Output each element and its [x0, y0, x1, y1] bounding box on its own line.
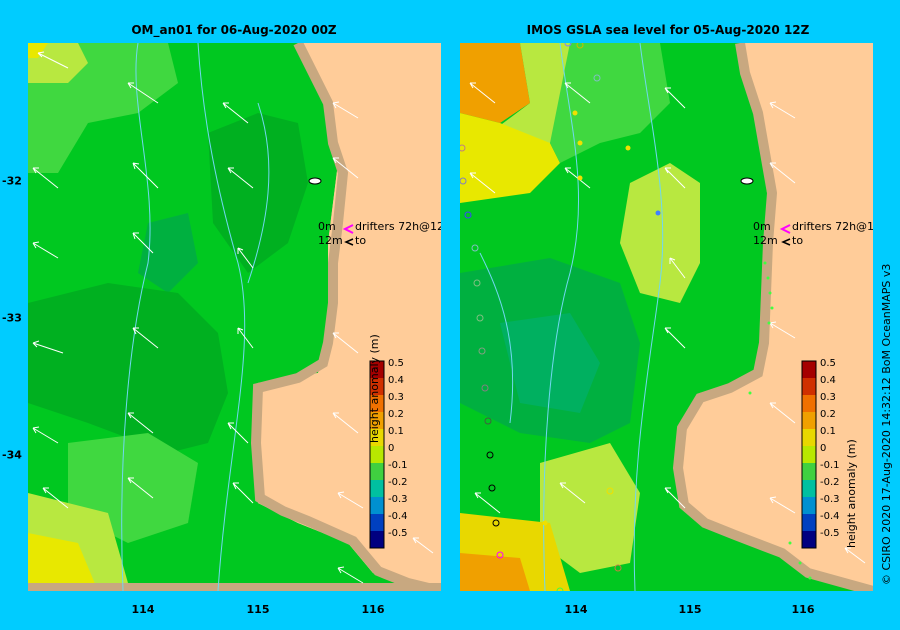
lon-label-115-right: 115: [678, 603, 702, 616]
drifter-legend-to: to: [355, 234, 367, 247]
island: [740, 177, 754, 185]
ocean-base: [460, 43, 873, 591]
left-map: 0m drifters 72h@12h 12m to 0.50.40.30.20…: [28, 43, 441, 591]
colorbar-ticks: 0.5 0.4 0.3 0.2 0.1 0 -0.1 -0.2 -0.3 -0.4 -0.5: [388, 358, 408, 539]
contour-patch: [208, 113, 308, 273]
bottom-strip: [28, 583, 441, 591]
right-map: 0m drifters 72h@12h 12m to 0.50.40.30.20…: [460, 43, 873, 591]
right-map-svg: [460, 43, 873, 591]
drifter-legend-mark: [779, 224, 791, 234]
drifter-legend-12m: 12m: [753, 234, 778, 247]
drifter-legend-mark: [781, 238, 791, 246]
contour-line: [197, 43, 246, 591]
contour-patch: [620, 163, 700, 303]
contour-patch: [28, 283, 228, 453]
contour-patch: [460, 113, 560, 203]
lon-label-116-left: 116: [361, 603, 385, 616]
contour-line: [121, 43, 151, 591]
lon-label-114-left: 114: [131, 603, 155, 616]
drifter-legend-to: to: [792, 234, 804, 247]
lon-label-116-right: 116: [791, 603, 815, 616]
left-panel-title: OM_an01 for 06-Aug-2020 00Z: [131, 23, 337, 37]
lat-label-32: -32: [2, 174, 22, 188]
drifter-legend-mark: [342, 224, 354, 234]
coastal-dots: [748, 261, 812, 580]
contour-patch: [28, 533, 98, 591]
colorbar-label: height anomaly (m): [845, 439, 858, 548]
drifter-legend-0m: 0m: [753, 220, 771, 233]
contour-patch: [460, 43, 530, 123]
lat-label-33: -33: [2, 311, 22, 325]
lat-label-34: -34: [2, 448, 22, 462]
colorbar-ticks: 0.5 0.4 0.3 0.2 0.1 0 -0.1 -0.2 -0.3 -0.4 -0.5: [820, 358, 840, 539]
land: [675, 43, 873, 591]
colorbar: [369, 360, 385, 549]
left-map-svg: [28, 43, 441, 591]
contour-patch: [550, 43, 670, 163]
colorbar-label: height anomaly (m): [368, 334, 381, 443]
island: [308, 177, 322, 185]
contour-patch: [138, 213, 198, 293]
contour-patch: [28, 43, 48, 58]
lon-label-115-left: 115: [246, 603, 270, 616]
drifter-markers: [460, 43, 661, 591]
velocity-arrows: [469, 82, 866, 564]
land: [253, 43, 441, 591]
contour-patch: [540, 443, 640, 573]
velocity-arrows: [32, 51, 434, 584]
coastline: [250, 43, 441, 591]
lon-label-114-right: 114: [564, 603, 588, 616]
drifter-legend-12m: 12m: [318, 234, 343, 247]
contour-patch: [460, 553, 530, 591]
contour-line: [479, 252, 514, 424]
contour-line: [247, 102, 270, 284]
drifter-legend-mark: [344, 238, 354, 246]
contour-patch: [500, 313, 600, 413]
drifter-legend-title: drifters 72h@12h: [355, 220, 441, 233]
right-panel-title: IMOS GSLA sea level for 05-Aug-2020 12Z: [526, 23, 810, 37]
drifter-legend-title: drifters 72h@12h: [792, 220, 873, 233]
drifter-legend-0m: 0m: [318, 220, 336, 233]
colorbar: [801, 360, 817, 549]
contour-line: [543, 43, 580, 591]
contour-line: [633, 43, 664, 591]
coastline: [672, 43, 873, 591]
copyright-text: © CSIRO 2020 17-Aug-2020 14:32:12 BoM Oc…: [880, 263, 893, 585]
